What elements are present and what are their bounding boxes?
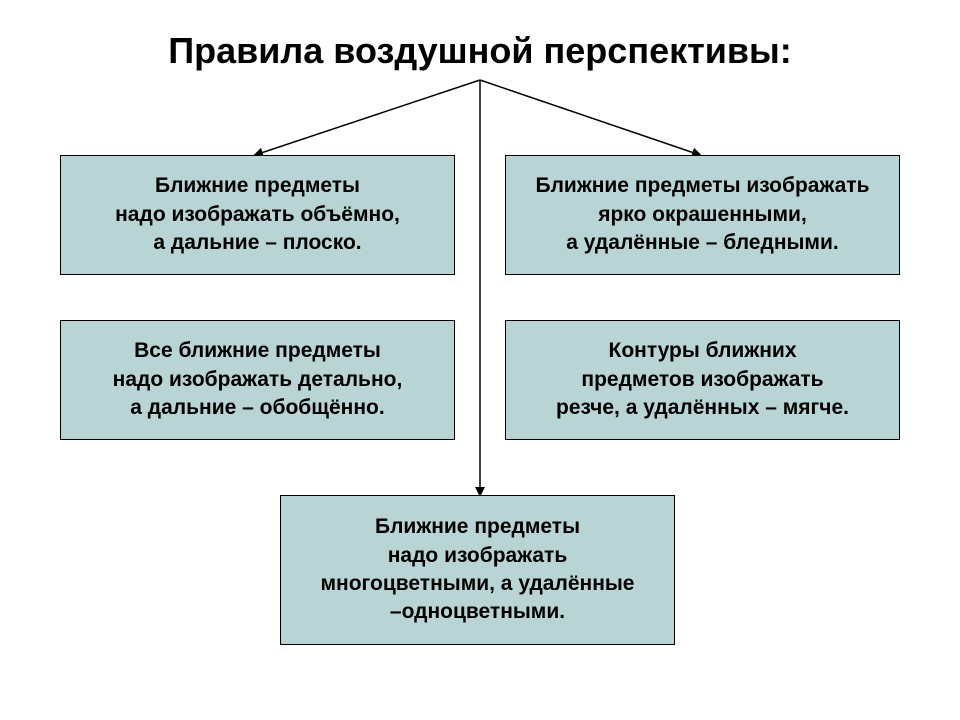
rule-box: Ближние предметы надо изображать многоцв… [280,495,675,645]
rule-box-text: Все ближние предметы надо изображать дет… [113,337,403,422]
diagram-title: Правила воздушной перспективы: [0,30,960,72]
rule-box-text: Ближние предметы изображать ярко окрашен… [535,172,869,257]
rule-box: Ближние предметы изображать ярко окрашен… [505,155,900,275]
rule-box-text: Контуры ближних предметов изображать рез… [556,337,849,422]
rule-box-text: Ближние предметы надо изображать объёмно… [115,172,400,257]
arrow-line [480,80,700,155]
rule-box: Все ближние предметы надо изображать дет… [60,320,455,440]
diagram-canvas: Правила воздушной перспективы: Ближние п… [0,0,960,720]
rule-box: Ближние предметы надо изображать объёмно… [60,155,455,275]
arrow-line [255,80,480,155]
rule-box-text: Ближние предметы надо изображать многоцв… [321,513,635,626]
rule-box: Контуры ближних предметов изображать рез… [505,320,900,440]
